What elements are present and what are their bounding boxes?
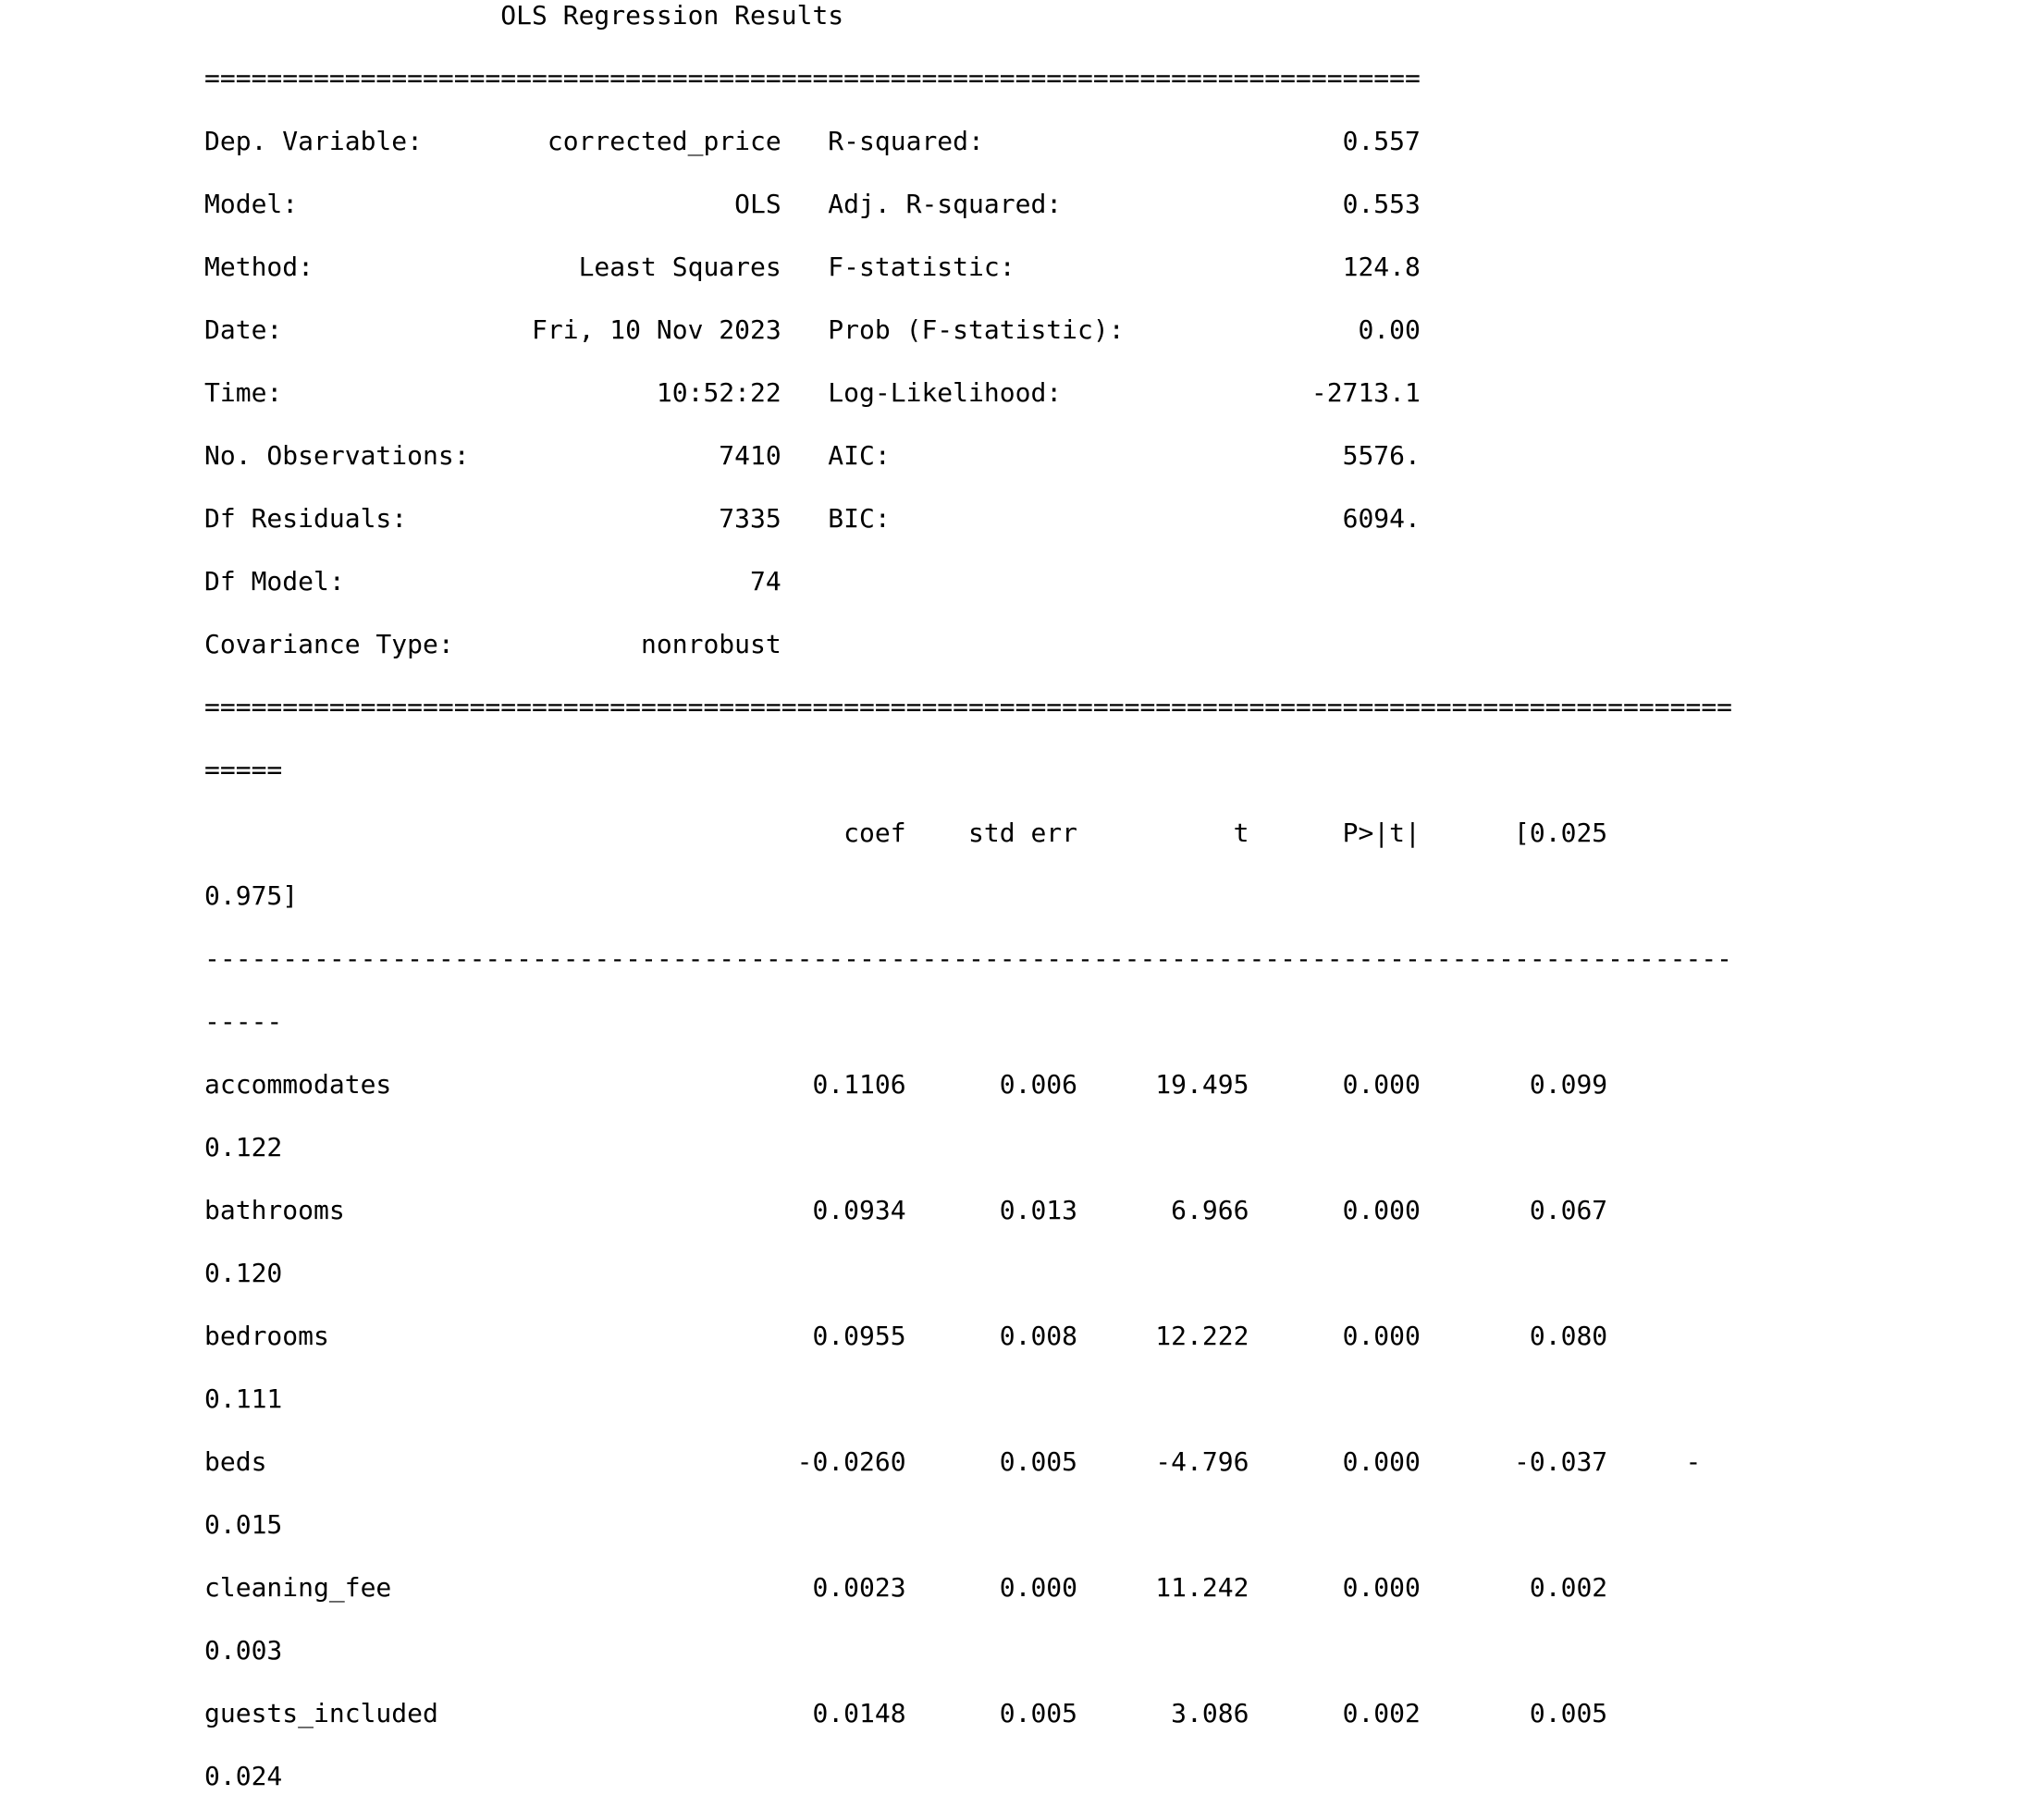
stats-row-observations: No. Observations: 7410 AIC: 5576.	[204, 440, 1421, 471]
stats-row-time: Time: 10:52:22 Log-Likelihood: -2713.1	[204, 377, 1421, 408]
single-rule: ----------------------------------------…	[204, 943, 1733, 974]
coef-row-bathrooms-wrap: 0.120	[204, 1258, 283, 1288]
stats-row-df-model: Df Model: 74	[204, 566, 1421, 596]
stats-row-df-residuals: Df Residuals: 7335 BIC: 6094.	[204, 503, 1421, 534]
double-rule-wide: ========================================…	[204, 692, 1733, 722]
double-rule: ========================================…	[204, 63, 1421, 93]
summary-title: OLS Regression Results	[204, 0, 1281, 31]
coef-row-beds-wrap: 0.015	[204, 1509, 283, 1540]
single-rule-wrap: -----	[204, 1006, 283, 1037]
stats-row-covariance-type: Covariance Type: nonrobust	[204, 629, 1421, 659]
coef-row-guests-included: guests_included 0.0148 0.005 3.086 0.002…	[204, 1698, 1608, 1728]
stats-row-date: Date: Fri, 10 Nov 2023 Prob (F-statistic…	[204, 314, 1421, 345]
coef-row-bathrooms: bathrooms 0.0934 0.013 6.966 0.000 0.067	[204, 1195, 1608, 1225]
stats-row-method: Method: Least Squares F-statistic: 124.8	[204, 252, 1421, 282]
ols-regression-output: OLS Regression Results =================…	[204, 0, 1732, 1820]
stats-row-model: Model: OLS Adj. R-squared: 0.553	[204, 189, 1421, 219]
coef-row-guests-included-wrap: 0.024	[204, 1761, 283, 1791]
coef-row-accommodates-wrap: 0.122	[204, 1132, 283, 1162]
coef-row-bedrooms-wrap: 0.111	[204, 1383, 283, 1414]
coef-row-cleaning-fee-wrap: 0.003	[204, 1635, 283, 1666]
coef-row-accommodates: accommodates 0.1106 0.006 19.495 0.000 0…	[204, 1069, 1608, 1100]
coef-row-cleaning-fee: cleaning_fee 0.0023 0.000 11.242 0.000 0…	[204, 1572, 1608, 1603]
coef-table-header-wrap: 0.975]	[204, 880, 299, 911]
coef-table-header: coef std err t P>|t| [0.025	[204, 818, 1608, 848]
coef-row-beds: beds -0.0260 0.005 -4.796 0.000 -0.037 -	[204, 1446, 1702, 1477]
double-rule-wrap: =====	[204, 755, 283, 785]
stats-row-dep-variable: Dep. Variable: corrected_price R-squared…	[204, 126, 1421, 156]
coef-row-bedrooms: bedrooms 0.0955 0.008 12.222 0.000 0.080	[204, 1321, 1608, 1351]
